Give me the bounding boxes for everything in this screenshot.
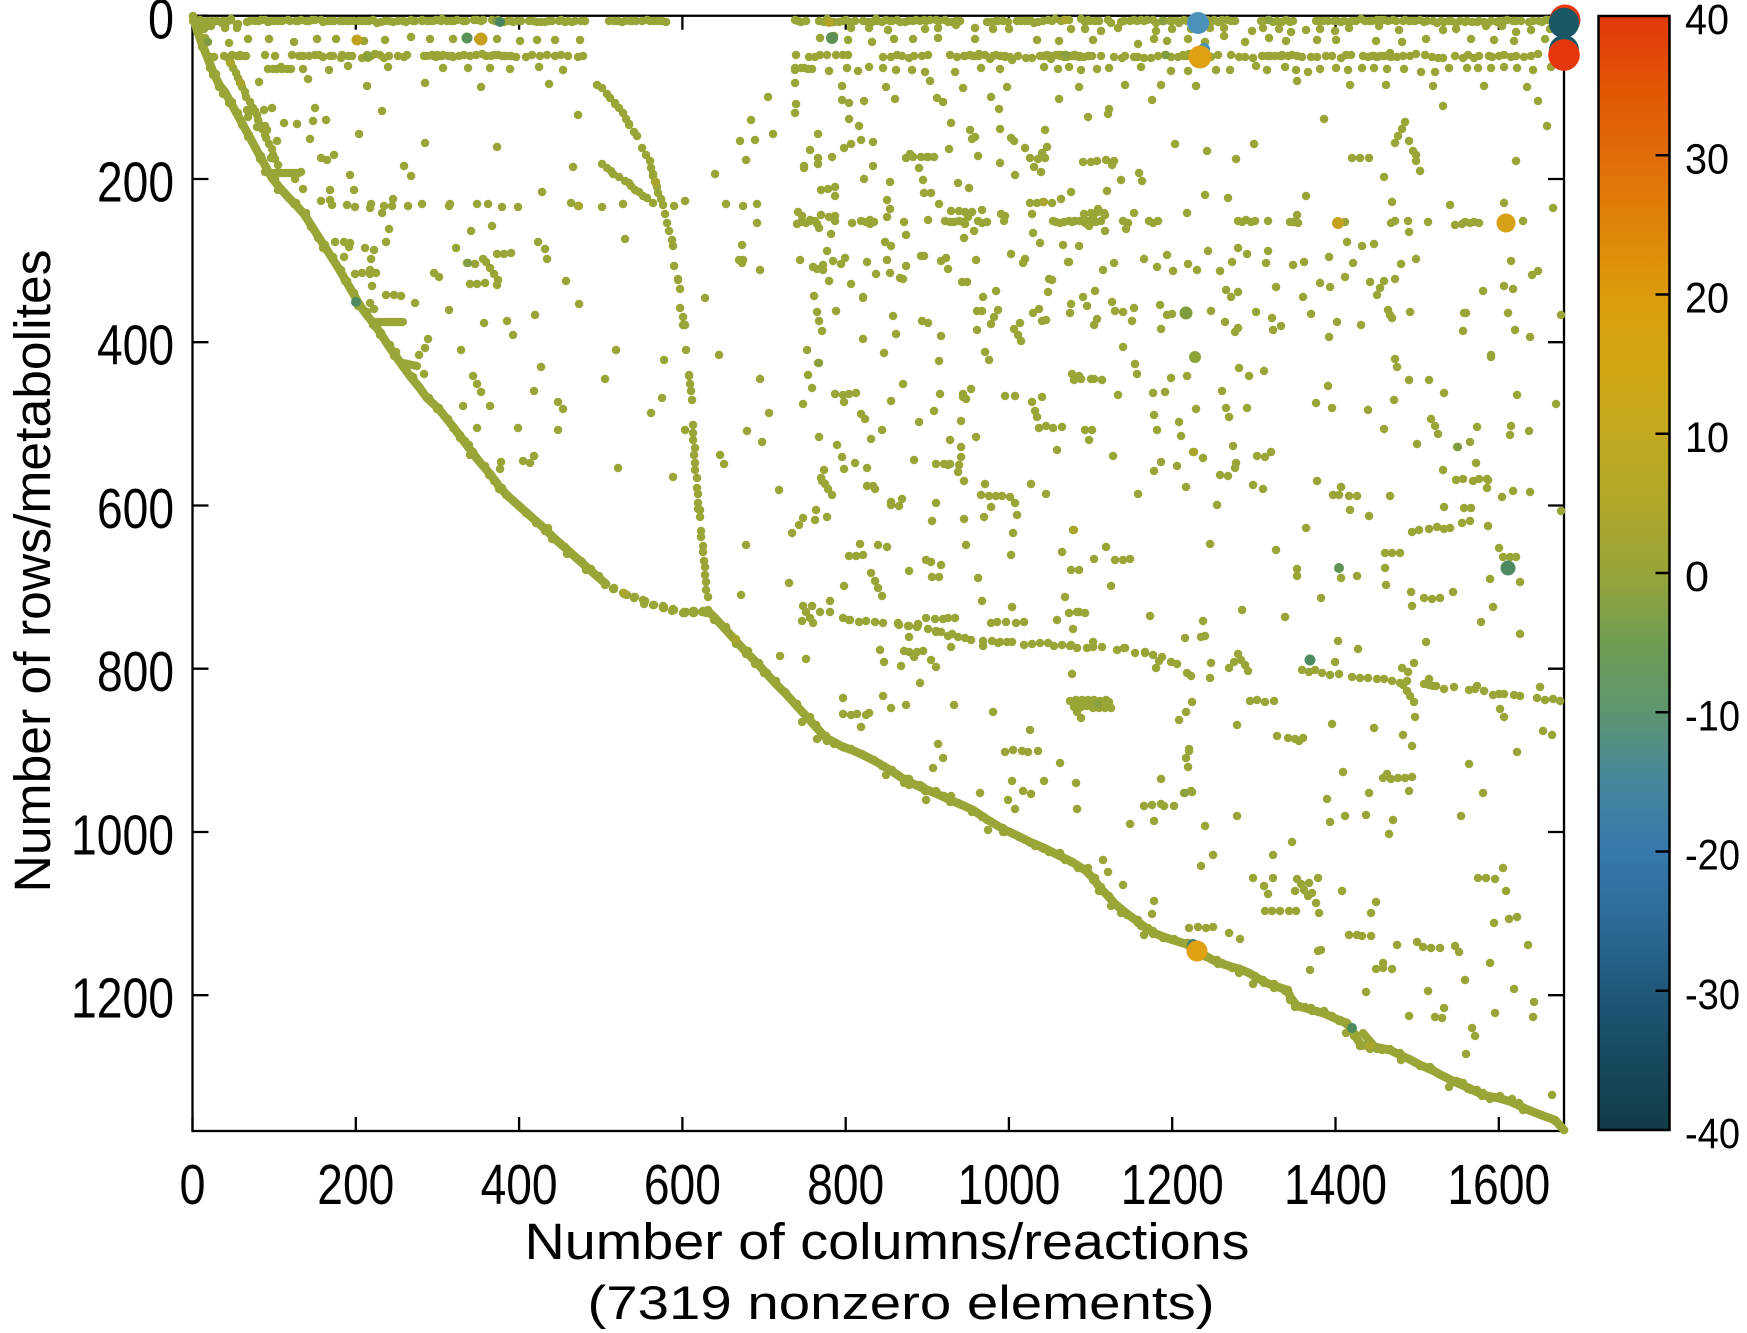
svg-text:800: 800 bbox=[97, 640, 174, 704]
svg-text:1000: 1000 bbox=[957, 1153, 1060, 1217]
svg-text:400: 400 bbox=[97, 314, 174, 378]
svg-text:10: 10 bbox=[1685, 415, 1729, 462]
svg-text:200: 200 bbox=[317, 1153, 394, 1217]
svg-text:800: 800 bbox=[807, 1153, 884, 1217]
svg-text:-10: -10 bbox=[1685, 693, 1740, 740]
svg-text:1400: 1400 bbox=[1284, 1153, 1387, 1217]
svg-text:0: 0 bbox=[1685, 554, 1709, 601]
svg-text:Number of columns/reactions: Number of columns/reactions bbox=[525, 1213, 1250, 1270]
svg-text:400: 400 bbox=[481, 1153, 558, 1217]
svg-text:-40: -40 bbox=[1685, 1111, 1740, 1158]
svg-text:600: 600 bbox=[97, 477, 174, 541]
svg-text:40: 40 bbox=[1685, 0, 1729, 44]
svg-text:0: 0 bbox=[148, 0, 174, 51]
svg-text:30: 30 bbox=[1685, 136, 1729, 183]
svg-text:0: 0 bbox=[180, 1153, 206, 1217]
svg-text:Number of rows/metabolites: Number of rows/metabolites bbox=[4, 250, 61, 893]
svg-text:(7319 nonzero elements): (7319 nonzero elements) bbox=[588, 1276, 1215, 1329]
svg-text:1200: 1200 bbox=[71, 967, 174, 1031]
svg-text:20: 20 bbox=[1685, 276, 1729, 323]
svg-text:1200: 1200 bbox=[1121, 1153, 1224, 1217]
svg-text:-30: -30 bbox=[1685, 972, 1740, 1019]
svg-text:200: 200 bbox=[97, 151, 174, 215]
svg-text:600: 600 bbox=[644, 1153, 721, 1217]
svg-text:1000: 1000 bbox=[71, 803, 174, 867]
svg-text:-20: -20 bbox=[1685, 833, 1740, 880]
svg-text:1600: 1600 bbox=[1447, 1153, 1550, 1217]
